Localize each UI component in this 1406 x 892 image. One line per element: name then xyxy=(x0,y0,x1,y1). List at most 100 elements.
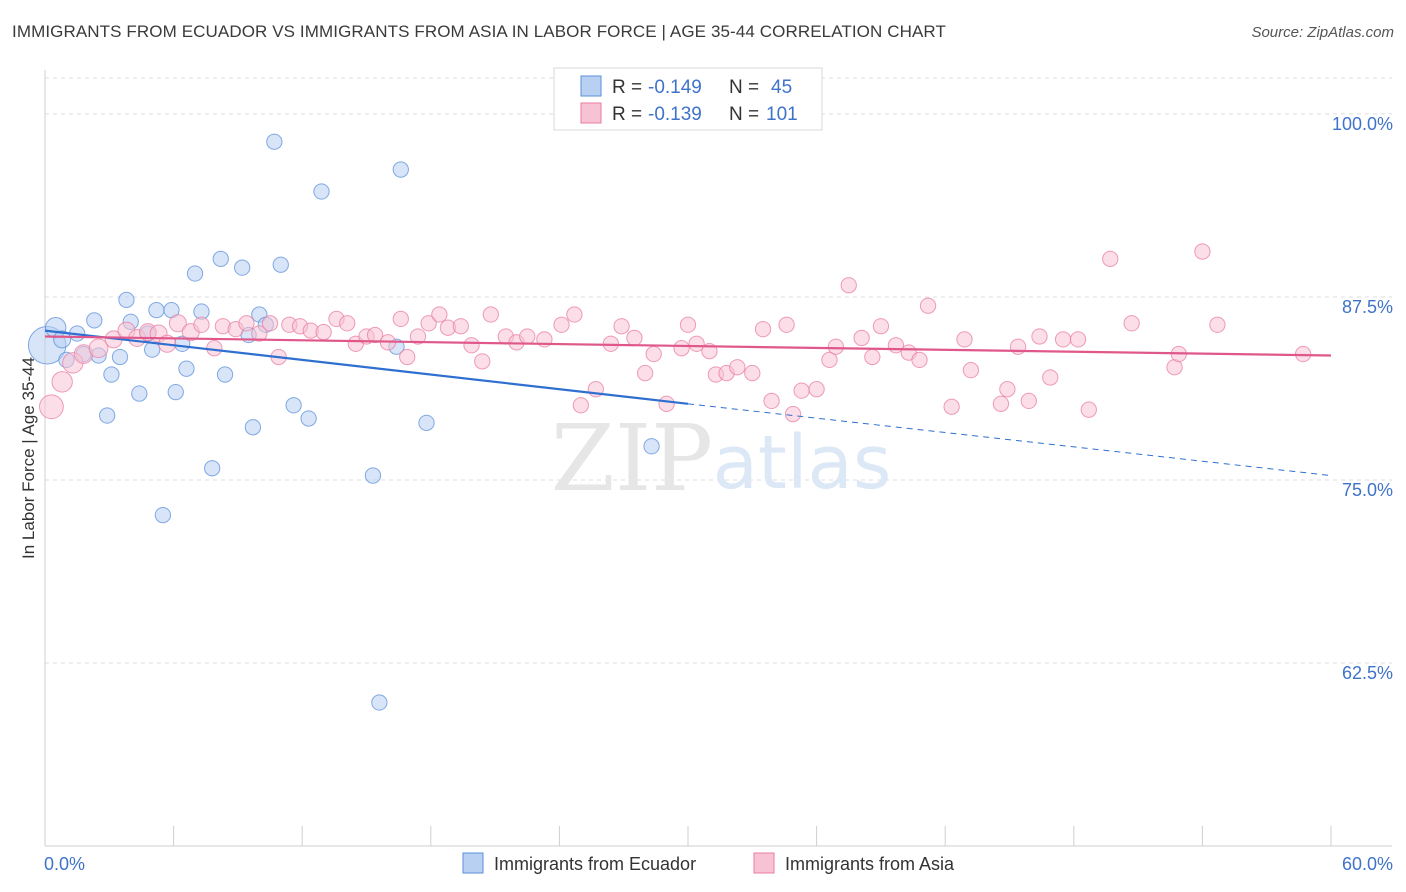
point-asia xyxy=(366,326,384,344)
point-ecuador xyxy=(392,161,409,178)
legend-label-asia: Immigrants from Asia xyxy=(785,854,955,874)
point-asia xyxy=(872,318,890,335)
source-label: Source: ZipAtlas.com xyxy=(1251,24,1394,41)
point-asia xyxy=(420,315,437,332)
point-asia xyxy=(463,337,480,354)
point-asia xyxy=(992,395,1010,412)
point-asia xyxy=(840,277,857,294)
point-asia xyxy=(1054,331,1072,348)
point-asia xyxy=(853,329,870,347)
y-tick-label: 75.0% xyxy=(1342,480,1393,500)
point-ecuador xyxy=(266,133,283,150)
y-tick-label: 87.5% xyxy=(1342,297,1393,317)
point-ecuador xyxy=(272,256,289,273)
point-asia xyxy=(943,398,960,415)
point-asia xyxy=(572,397,589,414)
point-ecuador xyxy=(285,397,302,414)
point-asia xyxy=(793,382,810,399)
point-asia xyxy=(553,316,570,333)
point-asia xyxy=(744,364,761,382)
legend-r-value-1: -0.149 xyxy=(648,77,702,98)
point-asia xyxy=(399,348,416,366)
watermark-atlas: atlas xyxy=(713,420,892,506)
point-ecuador xyxy=(216,366,234,383)
watermark: ZIP atlas xyxy=(551,405,892,512)
point-ecuador xyxy=(103,366,120,383)
point-asia xyxy=(1102,250,1119,268)
chart-title: IMMIGRANTS FROM ECUADOR VS IMMIGRANTS FR… xyxy=(12,22,946,41)
point-asia xyxy=(88,338,109,359)
point-asia xyxy=(1069,331,1087,348)
axes xyxy=(44,70,1392,847)
point-asia xyxy=(763,392,780,410)
point-asia xyxy=(636,364,654,382)
legend-n-label-2: N = xyxy=(729,104,759,125)
point-ecuador xyxy=(86,312,103,329)
y-tick-label: 100.0% xyxy=(1332,114,1393,134)
legend-label-ecuador: Immigrants from Ecuador xyxy=(494,854,696,874)
trend-line-ecuador-extrapolated xyxy=(687,403,1332,477)
point-asia xyxy=(827,338,845,355)
trend-line-asia xyxy=(44,335,1332,357)
point-asia xyxy=(626,329,643,347)
point-asia xyxy=(315,323,332,341)
point-asia xyxy=(778,316,795,333)
point-asia xyxy=(452,318,469,335)
point-ecuador xyxy=(167,383,184,401)
point-asia xyxy=(431,306,448,323)
trend-lines xyxy=(44,329,1332,477)
point-asia xyxy=(1031,328,1048,345)
point-asia xyxy=(519,328,536,345)
point-asia xyxy=(679,316,697,333)
point-ecuador xyxy=(154,506,172,524)
point-asia xyxy=(729,359,746,376)
legend-r-label-2: R = xyxy=(612,104,642,125)
point-asia xyxy=(1042,369,1059,386)
point-asia xyxy=(784,405,802,423)
watermark-zip: ZIP xyxy=(551,405,713,512)
point-asia xyxy=(251,325,268,342)
legend-swatch-bottom-ecuador xyxy=(462,852,484,874)
point-asia xyxy=(1209,316,1226,333)
point-asia xyxy=(962,362,980,379)
legend-swatch-bottom-asia xyxy=(753,852,775,874)
legend-n-value-2: 101 xyxy=(766,104,798,125)
point-asia xyxy=(673,340,690,357)
point-asia xyxy=(392,310,409,328)
point-ecuador xyxy=(244,419,262,436)
point-asia xyxy=(808,381,825,398)
point-ecuador xyxy=(111,348,129,366)
point-asia xyxy=(919,297,937,314)
point-ecuador xyxy=(234,259,251,276)
point-asia xyxy=(339,315,356,332)
point-ecuador xyxy=(99,407,116,424)
point-asia xyxy=(864,348,881,366)
point-asia xyxy=(238,315,255,332)
point-asia xyxy=(1194,243,1211,260)
point-ecuador xyxy=(364,467,382,484)
point-ecuador xyxy=(204,460,221,477)
point-asia xyxy=(474,353,491,370)
point-asia xyxy=(956,331,973,348)
point-asia xyxy=(1009,338,1027,355)
x-tick-label: 0.0% xyxy=(44,854,85,874)
point-ecuador xyxy=(118,291,135,309)
point-asia xyxy=(39,394,64,420)
point-ecuador xyxy=(371,694,388,711)
point-asia xyxy=(193,316,210,333)
point-ecuador xyxy=(418,414,435,432)
point-asia xyxy=(409,328,427,345)
legend-n-value-1: 45 xyxy=(771,77,792,98)
point-ecuador xyxy=(178,360,195,377)
point-asia xyxy=(566,306,583,323)
point-ecuador xyxy=(53,330,72,349)
point-asia xyxy=(688,335,705,352)
point-ecuador xyxy=(131,385,148,402)
point-asia xyxy=(51,371,73,393)
point-asia xyxy=(168,314,187,333)
point-ecuador xyxy=(212,250,229,268)
point-ecuador xyxy=(643,438,660,455)
point-asia xyxy=(911,351,928,369)
point-asia xyxy=(1123,315,1140,332)
trend-line-ecuador xyxy=(44,329,689,405)
